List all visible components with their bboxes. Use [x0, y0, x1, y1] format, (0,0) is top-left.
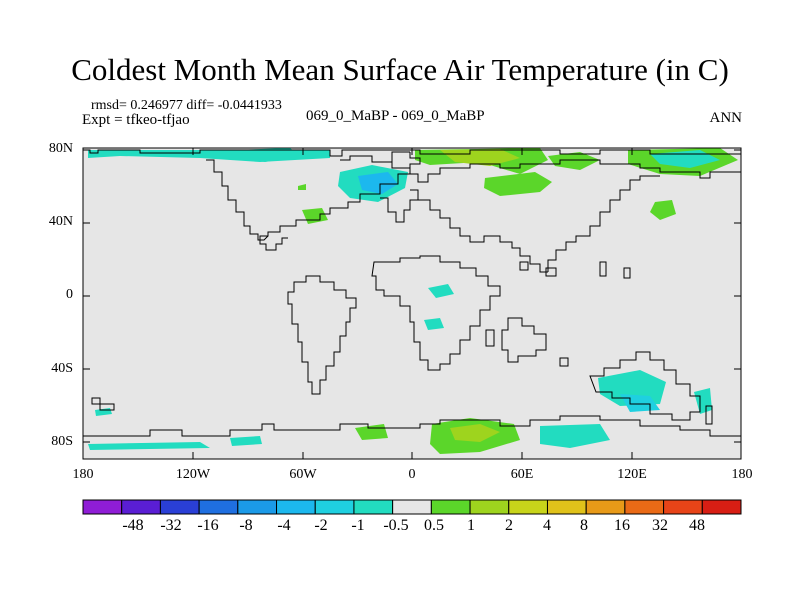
colorbar-box	[585, 499, 626, 515]
colorbar-label: 8	[580, 517, 588, 534]
colorbar-box	[624, 499, 665, 515]
colorbar-label: 16	[614, 517, 630, 534]
coastlines	[83, 149, 741, 437]
x-tick-120e: 120E	[617, 467, 647, 482]
colorbar-box	[121, 499, 161, 515]
y-tick-40n: 40N	[48, 214, 73, 229]
colorbar-label: 0.5	[424, 517, 444, 534]
y-tick-80n: 80N	[48, 141, 73, 156]
colorbar-box	[546, 499, 587, 515]
x-tick-120w: 120W	[175, 467, 211, 482]
colorbar-label: -32	[160, 517, 182, 534]
colorbar	[82, 499, 742, 515]
colorbar-box	[276, 499, 316, 515]
colorbar-label: -1	[351, 517, 365, 534]
colorbar-box	[392, 499, 432, 515]
colorbar-box	[663, 499, 703, 515]
colorbar-box	[82, 499, 123, 515]
x-tick-180e: 180	[731, 467, 753, 482]
x-tick-60e: 60E	[510, 467, 534, 482]
colorbar-label: -48	[122, 517, 144, 534]
colorbar-label: -2	[314, 517, 328, 534]
map-background	[83, 148, 741, 459]
colorbar-box	[314, 499, 355, 515]
colorbar-box	[701, 499, 742, 515]
season-label: ANN	[709, 110, 743, 126]
colorbar-label: 48	[689, 517, 705, 534]
colorbar-label: 1	[467, 517, 475, 534]
colorbar-label: -4	[277, 517, 291, 534]
colorbar-box	[159, 499, 200, 515]
colorbar-box	[353, 499, 394, 515]
colorbar-label: 32	[652, 517, 668, 534]
experiment-label: Expt = tfkeo-tfjao	[82, 112, 190, 128]
colorbar-label: -0.5	[383, 517, 409, 534]
colorbar-label: 2	[505, 517, 513, 534]
colorbar-box	[237, 499, 278, 515]
anomaly-patches	[88, 148, 738, 454]
x-tick-60w: 60W	[289, 467, 317, 482]
plot-title: Coldest Month Mean Surface Air Temperatu…	[71, 52, 729, 87]
colorbar-label: 4	[543, 517, 551, 534]
colorbar-label: -16	[197, 517, 219, 534]
rmsd-diff-label: rmsd= 0.246977 diff= -0.0441933	[91, 98, 282, 113]
colorbar-label: -8	[239, 517, 253, 534]
colorbar-box	[469, 499, 510, 515]
y-tick-0: 0	[66, 287, 73, 302]
colorbar-box	[430, 499, 471, 515]
case-label: 069_0_MaBP - 069_0_MaBP	[306, 108, 485, 124]
axis-ticks	[83, 148, 741, 459]
y-tick-40s: 40S	[51, 361, 73, 376]
colorbar-box	[198, 499, 239, 515]
y-tick-80s: 80S	[51, 434, 73, 449]
colorbar-box	[508, 499, 548, 515]
x-tick-180w: 180	[72, 467, 94, 482]
x-tick-0: 0	[408, 467, 416, 482]
